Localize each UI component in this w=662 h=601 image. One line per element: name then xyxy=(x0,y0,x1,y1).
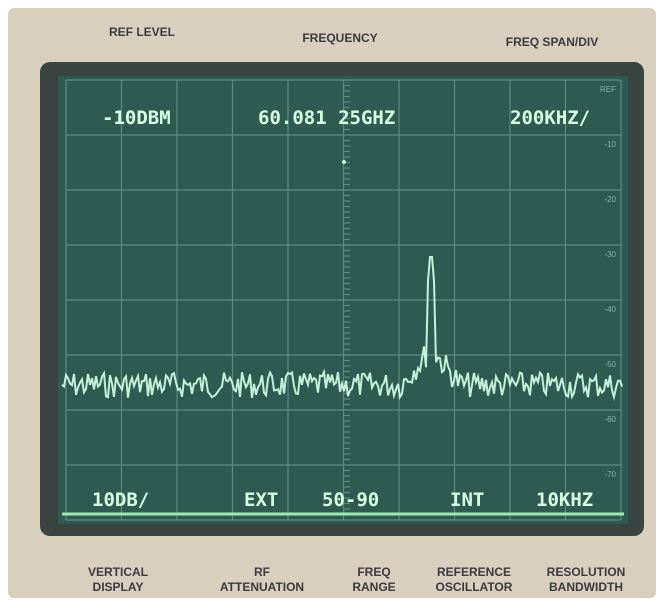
scale-label: -30 xyxy=(604,250,616,259)
readout: 10KHZ xyxy=(536,489,593,511)
label: RESOLUTION xyxy=(547,565,626,579)
readout: 200KHZ/ xyxy=(510,107,590,129)
scale-label: -10 xyxy=(604,140,616,149)
trace xyxy=(61,256,623,401)
readout: 60.081 25GHZ xyxy=(258,107,395,129)
readout: 10DB/ xyxy=(92,489,149,511)
scale-label: -40 xyxy=(604,305,616,314)
label: FREQUENCY xyxy=(302,31,377,45)
label: VERTICAL xyxy=(88,565,148,579)
readout: 50-90 xyxy=(322,489,379,511)
label: ATTENUATION xyxy=(220,580,304,594)
label: REF LEVEL xyxy=(109,25,175,39)
label: FREQ xyxy=(357,565,390,579)
readout: -10DBM xyxy=(102,107,171,129)
readout: INT xyxy=(450,489,484,511)
marker xyxy=(342,160,346,164)
graticule xyxy=(65,79,622,521)
label: REFERENCE xyxy=(437,565,511,579)
readout: EXT xyxy=(244,489,278,511)
scale-label: REF xyxy=(600,85,616,94)
label: OSCILLATOR xyxy=(436,580,513,594)
label: FREQ SPAN/DIV xyxy=(506,35,598,49)
scale-label: -20 xyxy=(604,195,616,204)
scale-label: -60 xyxy=(604,415,616,424)
label: RANGE xyxy=(352,580,395,594)
label: DISPLAY xyxy=(93,580,144,594)
label: RF xyxy=(254,565,270,579)
scale-label: -50 xyxy=(604,360,616,369)
scale-label: -70 xyxy=(604,470,616,479)
label: BANDWIDTH xyxy=(549,580,623,594)
